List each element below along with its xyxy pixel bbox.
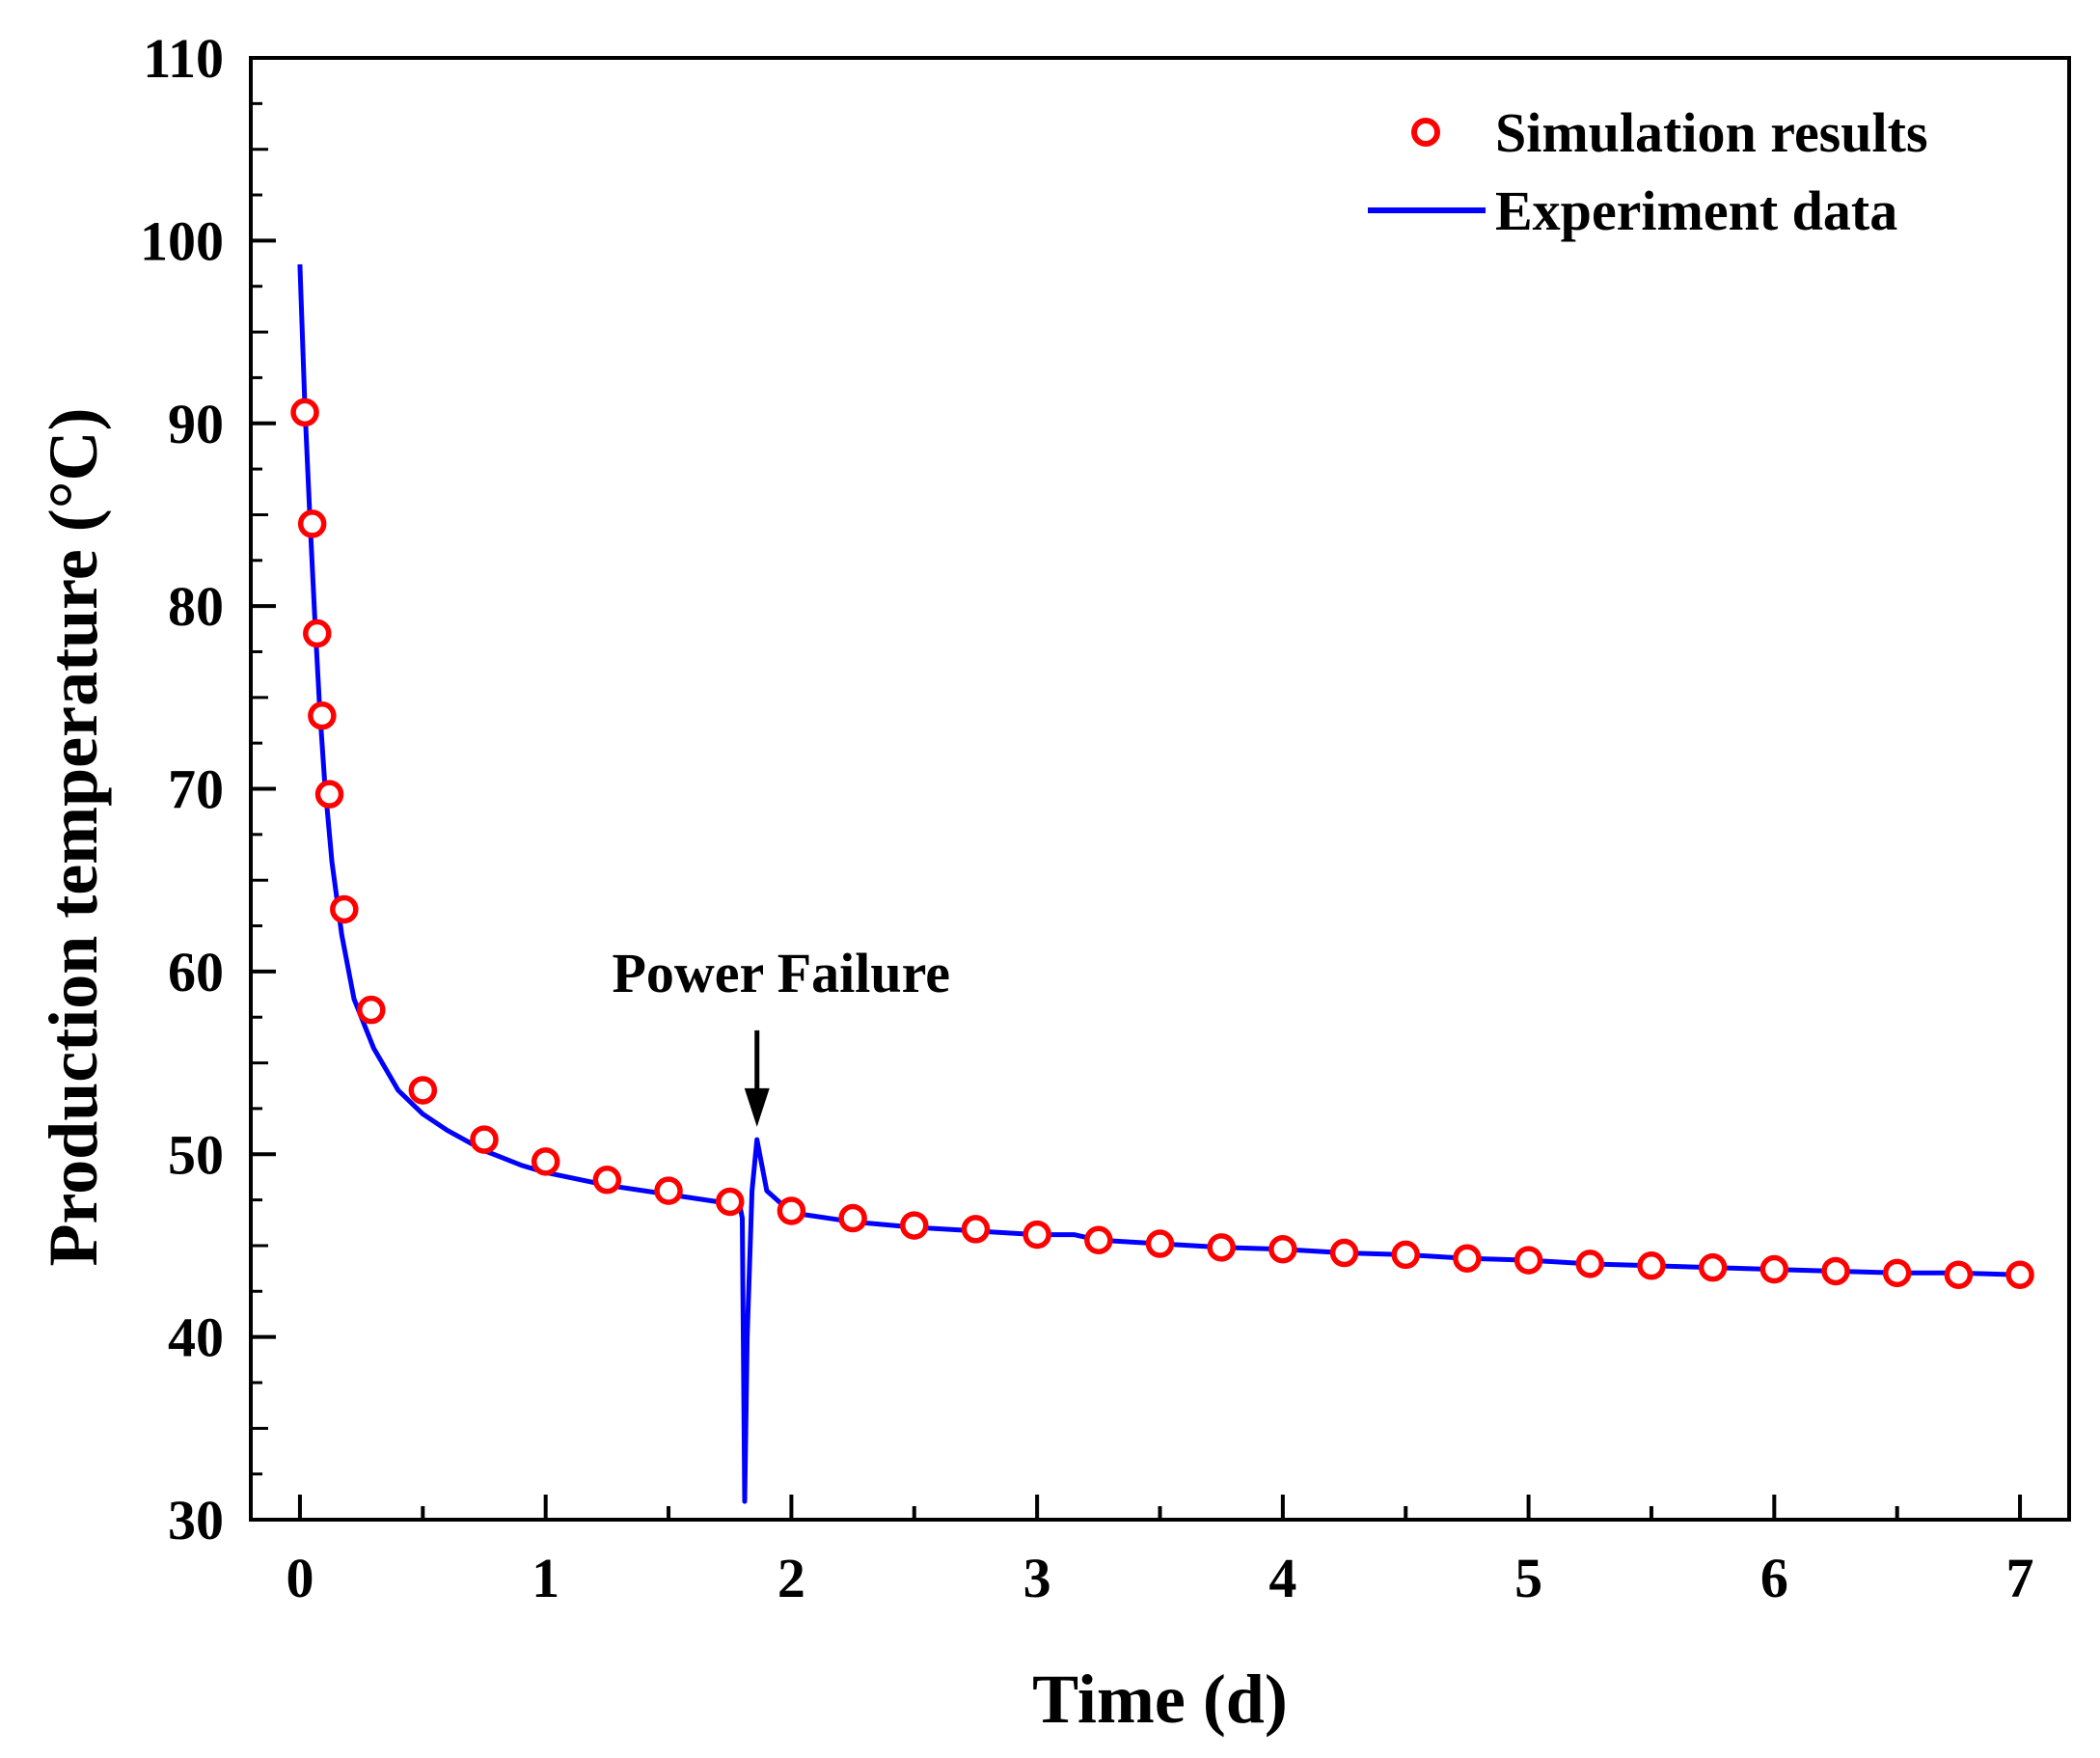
x-tick-label: 2 (777, 1547, 805, 1609)
simulation-point (838, 1203, 867, 1233)
simulation-point (1698, 1252, 1728, 1282)
simulation-point (1207, 1233, 1236, 1262)
simulation-point (715, 1187, 745, 1217)
simulation-point (654, 1176, 683, 1205)
legend-label-simulation: Simulation results (1495, 101, 1928, 164)
y-axis-title: Production temperature (°C) (35, 408, 112, 1267)
simulation-point (1882, 1258, 1912, 1288)
simulation-point (900, 1211, 929, 1240)
simulation-point (357, 995, 386, 1025)
simulation-point (1329, 1238, 1359, 1268)
x-tick-label: 3 (1023, 1547, 1051, 1609)
x-tick-label: 6 (1760, 1547, 1788, 1609)
tick-marks (251, 56, 2023, 1522)
legend: Simulation results Experiment data (1368, 101, 1928, 242)
y-tick-label: 60 (168, 941, 224, 1003)
simulation-point (1575, 1250, 1605, 1278)
annotation-arrow-head (744, 1087, 770, 1127)
simulation-point (1391, 1240, 1420, 1270)
plot-frame (249, 56, 2071, 1522)
y-tick-label: 50 (168, 1123, 224, 1186)
annotation: Power Failure (612, 942, 950, 1127)
series-layer (290, 263, 2034, 1504)
simulation-point (592, 1166, 622, 1195)
simulation-point (408, 1076, 438, 1105)
simulation-point (314, 780, 344, 809)
simulation-point (531, 1147, 560, 1176)
annotation-label: Power Failure (612, 942, 950, 1004)
x-tick-label: 4 (1268, 1547, 1296, 1609)
y-tick-label: 40 (168, 1306, 224, 1369)
simulation-point (1944, 1260, 1974, 1289)
simulation-point (961, 1215, 991, 1244)
x-tick-label: 1 (532, 1547, 559, 1609)
simulation-point (1821, 1256, 1850, 1286)
y-tick-label: 70 (168, 758, 224, 821)
simulation-point (777, 1196, 806, 1225)
simulation-point (470, 1125, 499, 1154)
x-tick-label: 7 (2006, 1547, 2034, 1609)
simulation-point (2005, 1260, 2034, 1289)
y-tick-label: 30 (168, 1489, 224, 1552)
x-tick-label: 5 (1514, 1547, 1542, 1609)
simulation-point (1023, 1220, 1051, 1250)
simulation-point (290, 398, 319, 427)
simulation-point (330, 894, 359, 924)
x-axis-title: Time (d) (1032, 1661, 1288, 1738)
simulation-point (1453, 1244, 1482, 1273)
x-tick-labels: 0 1 2 3 4 5 6 7 (286, 1547, 2033, 1609)
simulation-point (1145, 1229, 1175, 1258)
simulation-point (308, 701, 337, 730)
y-tick-labels: 30 40 50 60 70 80 90 100 110 (140, 27, 224, 1552)
y-tick-label: 100 (140, 209, 224, 272)
legend-label-experiment: Experiment data (1495, 179, 1897, 242)
simulation-point (297, 509, 327, 538)
y-tick-label: 80 (168, 575, 224, 638)
simulation-point (303, 618, 332, 648)
x-tick-label: 0 (286, 1547, 314, 1609)
legend-marker-simulation (1411, 118, 1440, 147)
y-tick-label: 90 (168, 393, 224, 455)
simulation-point (1268, 1234, 1297, 1264)
simulation-point (1084, 1225, 1113, 1255)
simulation-point (1759, 1254, 1789, 1284)
y-tick-label: 110 (143, 27, 224, 90)
simulation-point (1514, 1246, 1543, 1275)
simulation-point (1637, 1251, 1666, 1280)
